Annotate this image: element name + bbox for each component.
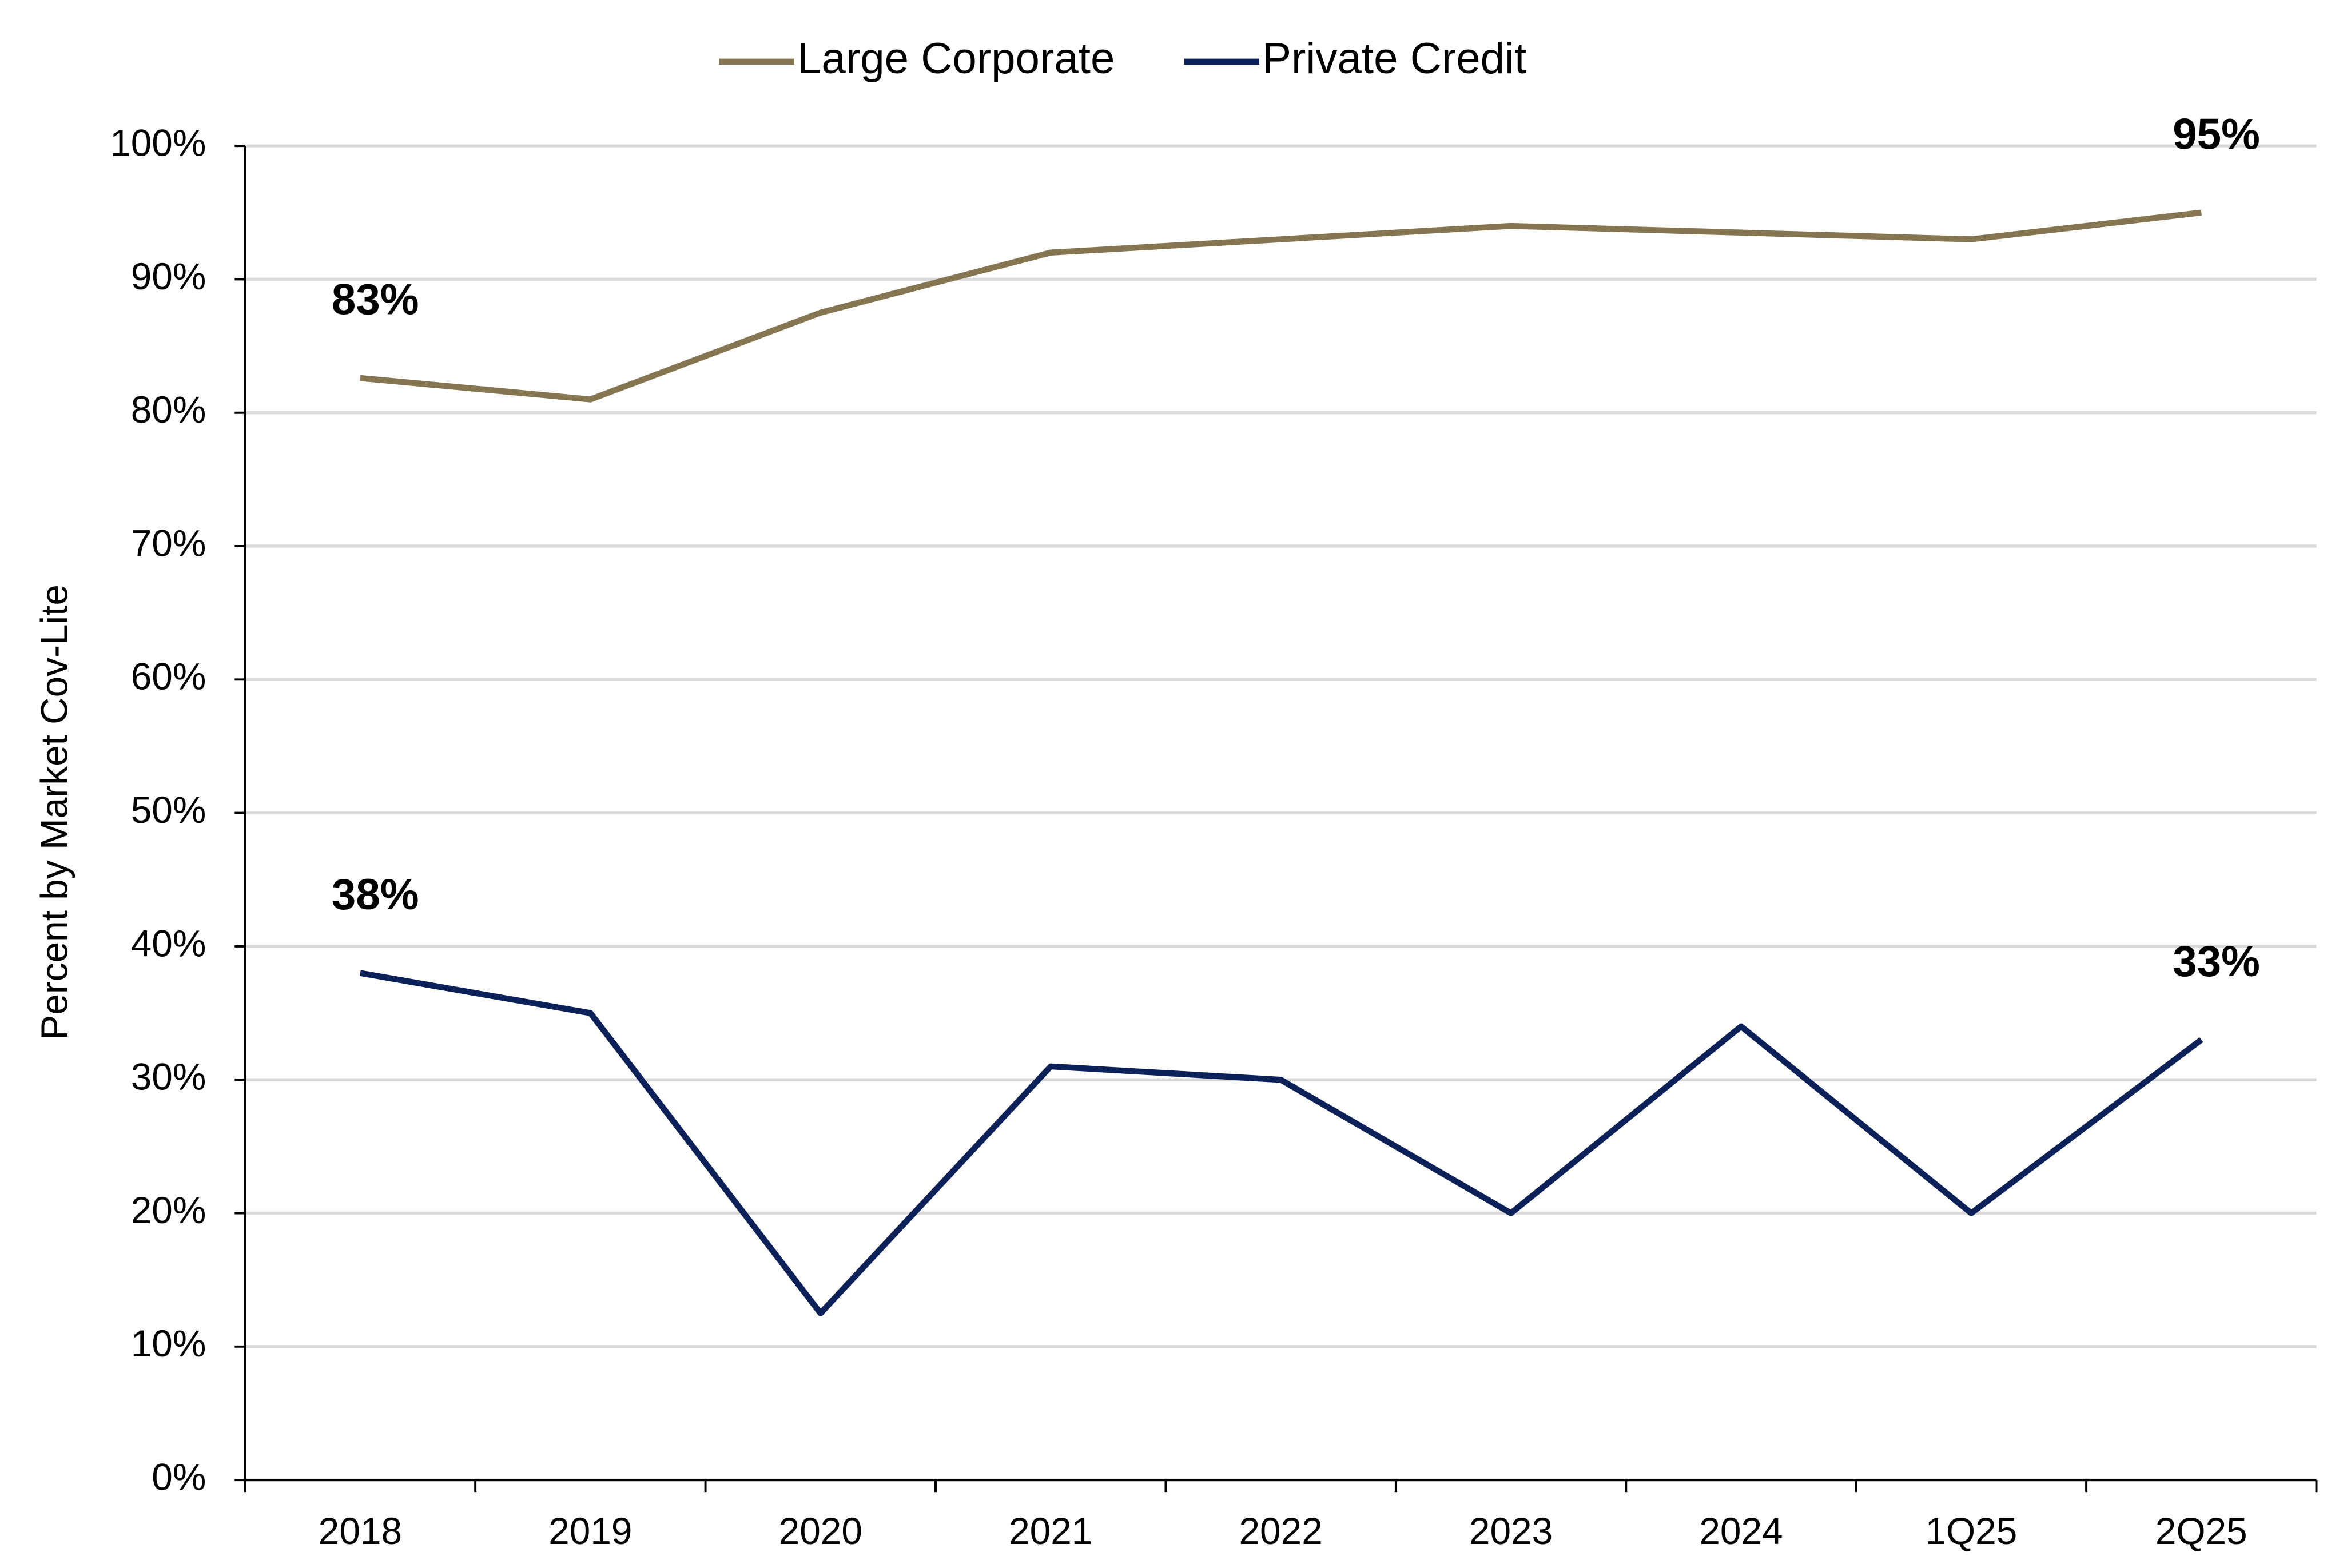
x-tick-label: 2024 xyxy=(1699,1510,1783,1552)
x-tick-label: 2023 xyxy=(1469,1510,1553,1552)
y-tick-label: 0% xyxy=(152,1456,206,1498)
y-tick-label: 40% xyxy=(131,922,206,964)
x-tick-label: 2021 xyxy=(1009,1510,1092,1552)
x-tick-label: 1Q25 xyxy=(1925,1510,2017,1552)
x-tick-label: 2019 xyxy=(548,1510,632,1552)
x-tick-label: 2020 xyxy=(779,1510,862,1552)
y-tick-label: 70% xyxy=(131,522,206,564)
data-label: 83% xyxy=(332,276,419,324)
y-tick-label: 50% xyxy=(131,789,206,831)
y-tick-label: 80% xyxy=(131,388,206,431)
legend-label: Large Corporate xyxy=(797,34,1115,83)
x-tick-label: 2022 xyxy=(1239,1510,1322,1552)
x-tick-label: 2018 xyxy=(319,1510,402,1552)
data-label: 38% xyxy=(332,870,419,919)
data-label: 33% xyxy=(2173,937,2260,986)
y-tick-label: 60% xyxy=(131,655,206,698)
data-label: 95% xyxy=(2173,110,2260,158)
y-tick-label: 20% xyxy=(131,1189,206,1231)
y-tick-label: 10% xyxy=(131,1322,206,1364)
series-line xyxy=(360,209,2202,403)
y-axis-title: Percent by Market Cov-Lite xyxy=(33,584,75,1040)
series-line xyxy=(360,970,2203,1316)
y-tick-label: 100% xyxy=(110,122,206,164)
y-tick-label: 90% xyxy=(131,255,206,297)
legend-label: Private Credit xyxy=(1262,34,1526,83)
x-tick-label: 2Q25 xyxy=(2155,1510,2247,1552)
y-tick-label: 30% xyxy=(131,1056,206,1098)
